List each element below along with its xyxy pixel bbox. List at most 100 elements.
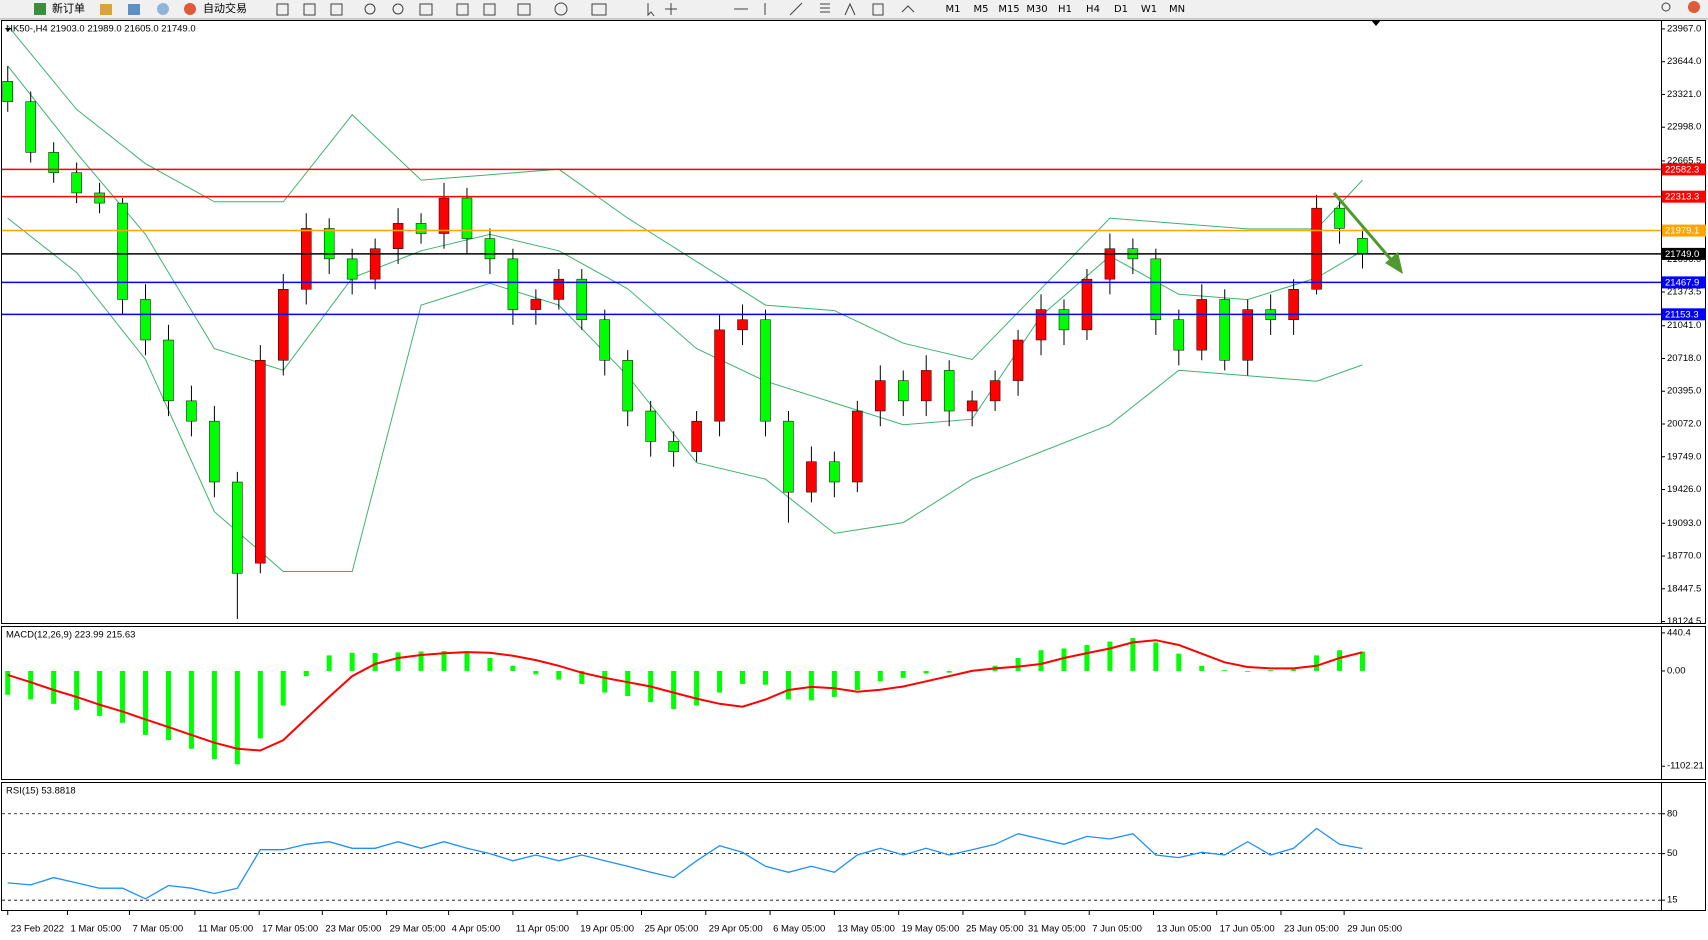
- trendline-tool[interactable]: [789, 2, 803, 16]
- macd-bar: [5, 670, 11, 695]
- timeframe-button[interactable]: H4: [1086, 4, 1100, 15]
- candle-body: [1150, 258, 1162, 320]
- y-tick-label: 18447.5: [1667, 583, 1701, 594]
- candle-body: [71, 172, 82, 194]
- level-label-bg: [1662, 190, 1706, 203]
- macd-bar: [717, 670, 723, 693]
- timeframe-button[interactable]: W1: [1141, 4, 1157, 15]
- macd-bar: [464, 651, 470, 671]
- tool-icon[interactable]: [483, 3, 496, 16]
- timeframe-button[interactable]: M5: [974, 4, 989, 15]
- timeframe-button[interactable]: D1: [1114, 4, 1128, 15]
- tool-icon[interactable]: [419, 3, 433, 16]
- x-tick-label: 13 Jun 05:00: [1157, 924, 1212, 935]
- toolbar: 新订单 自动交易 M1 M5 M: [0, 0, 1708, 20]
- search-icon[interactable]: [1661, 2, 1671, 12]
- macd-bar: [762, 670, 768, 685]
- macd-bar: [808, 670, 814, 701]
- indicators[interactable]: [517, 3, 531, 16]
- timeframe-button[interactable]: MN: [1169, 4, 1185, 15]
- candle-body: [484, 238, 496, 260]
- x-tick-label: 23 Feb 2022: [11, 924, 64, 935]
- level-label-bg: [1662, 247, 1706, 260]
- panel-frame: [1, 626, 1706, 780]
- candle-body: [255, 360, 266, 564]
- crosshair-tool[interactable]: [665, 3, 677, 15]
- x-tick-label: 17 Mar 05:00: [262, 924, 318, 935]
- auto-trading-icon[interactable]: [184, 3, 196, 15]
- label-tool[interactable]: [872, 3, 884, 16]
- macd-signal: [7, 639, 1363, 752]
- x-tick-label: 25 May 05:00: [966, 924, 1024, 935]
- macd-bar: [854, 670, 860, 690]
- macd-bar: [120, 670, 126, 723]
- x-tick-label: 31 May 05:00: [1028, 924, 1086, 935]
- toolbar-bg: [0, 0, 1708, 19]
- macd-bar: [280, 670, 286, 706]
- text-tool[interactable]: [844, 2, 856, 16]
- macd-bar: [188, 670, 194, 749]
- fibo-tool[interactable]: [820, 3, 830, 13]
- timeframe-button[interactable]: H1: [1058, 4, 1072, 15]
- candle-body: [599, 319, 611, 361]
- rsi-line: [7, 827, 1363, 900]
- tool-icon[interactable]: [456, 3, 469, 16]
- y-tick-label: 440.4: [1667, 627, 1691, 638]
- new-order-icon[interactable]: [34, 3, 46, 15]
- y-tick-label: 19749.0: [1667, 451, 1701, 462]
- candle-body: [553, 278, 565, 300]
- y-tick-label: 22665.5: [1667, 155, 1701, 166]
- candle-body: [714, 329, 725, 422]
- trend-arrow-head: [1385, 252, 1403, 274]
- tool-icon[interactable]: [330, 3, 343, 16]
- zoom-in[interactable]: [364, 3, 376, 15]
- templates[interactable]: [591, 3, 607, 16]
- tool-icon[interactable]: [303, 3, 316, 16]
- y-tick-label: 21041.0: [1667, 320, 1701, 331]
- shift-marker: [1371, 20, 1381, 26]
- macd-bar: [877, 670, 883, 682]
- toolbar-icon[interactable]: [157, 3, 169, 15]
- macd-bar: [533, 670, 539, 675]
- level-label-bg: [1662, 276, 1706, 289]
- macd-bar: [625, 670, 631, 697]
- zoom-out[interactable]: [392, 3, 404, 15]
- new-order-button[interactable]: 新订单: [52, 1, 85, 15]
- timeframe-button[interactable]: M1: [946, 4, 961, 15]
- macd-bar: [326, 655, 332, 671]
- notification-icon[interactable]: [1688, 1, 1700, 13]
- auto-trading-button[interactable]: 自动交易: [203, 1, 247, 15]
- timeframe-button[interactable]: M30: [1026, 4, 1047, 15]
- candle-body: [48, 152, 59, 173]
- candle-body: [323, 228, 335, 260]
- toolbar-icon[interactable]: [128, 4, 140, 15]
- candle-body: [415, 223, 427, 234]
- x-tick-label: 11 Mar 05:00: [198, 924, 253, 935]
- candle-body: [94, 192, 105, 204]
- candle-body: [943, 370, 955, 412]
- y-tick-label: 50: [1667, 848, 1678, 859]
- macd-bar: [1015, 657, 1021, 671]
- periods[interactable]: [554, 2, 568, 16]
- macd-bar: [165, 670, 171, 741]
- y-tick-label: 19426.0: [1667, 484, 1701, 495]
- timeframe-button[interactable]: M15: [998, 4, 1019, 15]
- candle-body: [163, 339, 174, 402]
- cursor-tool[interactable]: [647, 3, 655, 17]
- candle-body: [1173, 319, 1185, 351]
- candle-body: [920, 370, 932, 402]
- macd-bar: [671, 670, 677, 709]
- macd-bar: [946, 670, 952, 673]
- x-tick-label: 6 May 05:00: [773, 924, 825, 935]
- candle-body: [1219, 299, 1230, 361]
- level-label: 22313.3: [1665, 192, 1699, 203]
- toolbar-tools: [276, 2, 915, 17]
- arrows-tool[interactable]: [901, 5, 915, 13]
- x-tick-label: 29 Jun 05:00: [1347, 924, 1402, 935]
- toolbar-icon[interactable]: [100, 4, 112, 15]
- macd-bar: [1268, 670, 1274, 671]
- candle-body: [1242, 309, 1253, 361]
- level-label: 22582.3: [1665, 164, 1699, 175]
- level-label: 21979.1: [1665, 226, 1699, 237]
- tool-icon[interactable]: [276, 3, 289, 16]
